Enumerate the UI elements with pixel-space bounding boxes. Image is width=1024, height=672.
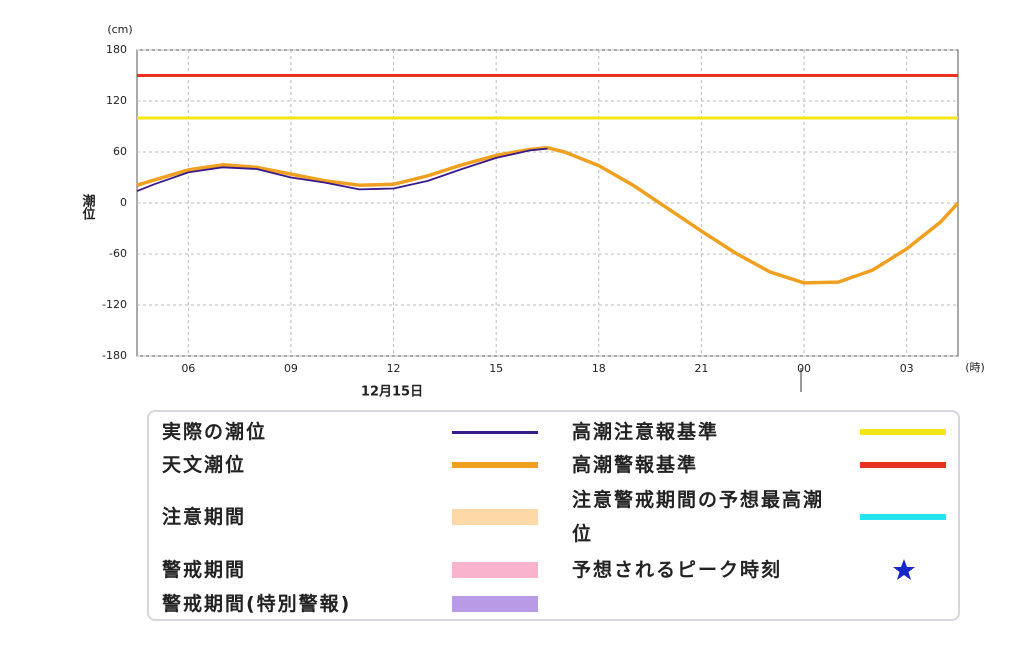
y-tick-label: -120 — [102, 298, 127, 311]
star-icon — [893, 559, 915, 580]
y-tick-label: 60 — [113, 145, 127, 158]
y-label: 潮位 — [80, 193, 96, 221]
legend-swatch — [892, 558, 916, 586]
legend-swatch — [452, 509, 538, 525]
legend: 実際の潮位天文潮位注意期間警戒期間警戒期間(特別警報) 高潮注意報基準 高潮警報基準… — [147, 410, 960, 621]
legend-swatch — [452, 596, 538, 612]
legend-swatch — [860, 429, 946, 435]
y-tick-label: -180 — [102, 349, 127, 362]
legend-label: 予想されるピーク時刻 — [572, 559, 783, 581]
legend-label: 高潮警報基準 — [572, 454, 699, 476]
legend-swatch — [452, 430, 538, 434]
legend-swatch — [452, 562, 538, 578]
legend-label: 実際の潮位 — [162, 421, 268, 443]
x-tick-label: 06 — [181, 362, 195, 375]
x-tick-label: 00 — [797, 362, 811, 375]
tide-line — [136, 146, 960, 285]
x-tick-label: 03 — [900, 362, 914, 375]
legend-swatch — [452, 462, 538, 468]
date-annotation: 12月15日 — [361, 385, 423, 400]
legend-label: 天文潮位 — [162, 454, 247, 476]
y-unit: (cm) — [107, 23, 132, 36]
x-tick-label: 12 — [387, 362, 401, 375]
legend-label: 警戒期間(特別警報) — [162, 593, 352, 615]
legend-label: 高潮注意報基準 — [572, 421, 720, 443]
x-tick-label: 21 — [694, 362, 708, 375]
y-tick-label: -60 — [109, 247, 127, 260]
y-tick-label: 0 — [120, 196, 127, 209]
x-tick-label: 09 — [284, 362, 298, 375]
y-tick-label: 120 — [106, 94, 127, 107]
legend-swatch — [860, 514, 946, 520]
legend-label: 注意期間 — [162, 506, 247, 528]
legend-label: 警戒期間 — [162, 559, 247, 581]
x-tick-label: 18 — [592, 362, 606, 375]
tide-line — [136, 147, 548, 192]
legend-swatch — [860, 462, 946, 468]
x-tick-label: 15 — [489, 362, 503, 375]
y-tick-label: 180 — [106, 43, 127, 56]
legend-label: 注意警戒期間の予想最高潮位 — [572, 489, 825, 545]
x-unit: (時) — [965, 361, 985, 374]
